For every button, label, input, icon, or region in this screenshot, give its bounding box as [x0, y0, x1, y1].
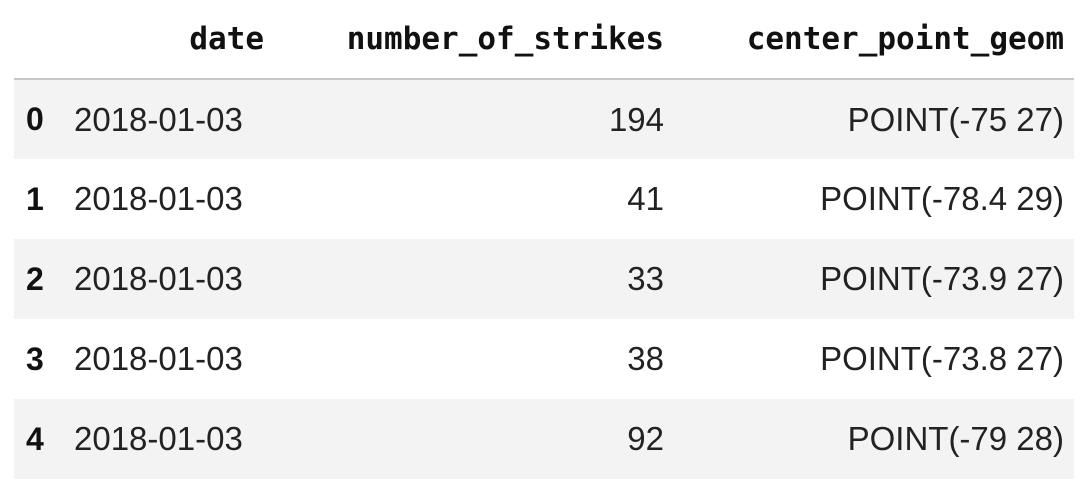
table-row: 3 2018-01-03 38 POINT(-73.8 27) [14, 319, 1074, 399]
column-header-index [14, 0, 68, 80]
table-header: date number_of_strikes center_point_geom [14, 0, 1074, 80]
header-row: date number_of_strikes center_point_geom [14, 0, 1074, 80]
cell-date: 2018-01-03 [74, 100, 243, 138]
row-index: 1 [26, 180, 44, 217]
table-row: 4 2018-01-03 92 POINT(-79 28) [14, 399, 1074, 479]
cell-center-point-geom: POINT(-73.8 27) [820, 340, 1064, 377]
dataframe-output: date number_of_strikes center_point_geom… [14, 0, 1074, 479]
cell-center-point-geom: POINT(-73.9 27) [820, 260, 1064, 297]
table-row: 1 2018-01-03 41 POINT(-78.4 29) [14, 159, 1074, 239]
column-header-number-of-strikes: number_of_strikes [274, 0, 674, 80]
cell-date: 2018-01-03 [74, 260, 243, 297]
cell-date: 2018-01-03 [74, 340, 243, 377]
cell-number-of-strikes: 33 [627, 260, 664, 297]
cell-number-of-strikes: 92 [627, 420, 664, 457]
table-body: 0 2018-01-03 194 POINT(-75 27) 1 2018-01… [14, 79, 1074, 479]
cell-number-of-strikes: 41 [627, 180, 664, 217]
cell-center-point-geom: POINT(-75 27) [847, 100, 1064, 138]
cell-number-of-strikes: 38 [627, 340, 664, 377]
row-index: 4 [26, 420, 44, 457]
row-index: 3 [26, 340, 44, 377]
cell-date: 2018-01-03 [74, 420, 243, 457]
cell-number-of-strikes: 194 [608, 100, 664, 138]
table-row: 2 2018-01-03 33 POINT(-73.9 27) [14, 239, 1074, 319]
column-header-date: date [68, 0, 274, 80]
column-header-center-point-geom: center_point_geom [674, 0, 1074, 80]
table-row: 0 2018-01-03 194 POINT(-75 27) [14, 79, 1074, 159]
cell-center-point-geom: POINT(-78.4 29) [820, 180, 1064, 217]
row-index: 0 [26, 101, 44, 137]
cell-center-point-geom: POINT(-79 28) [847, 420, 1064, 457]
row-index: 2 [26, 260, 44, 297]
dataframe-table: date number_of_strikes center_point_geom… [14, 0, 1074, 479]
cell-date: 2018-01-03 [74, 180, 243, 217]
